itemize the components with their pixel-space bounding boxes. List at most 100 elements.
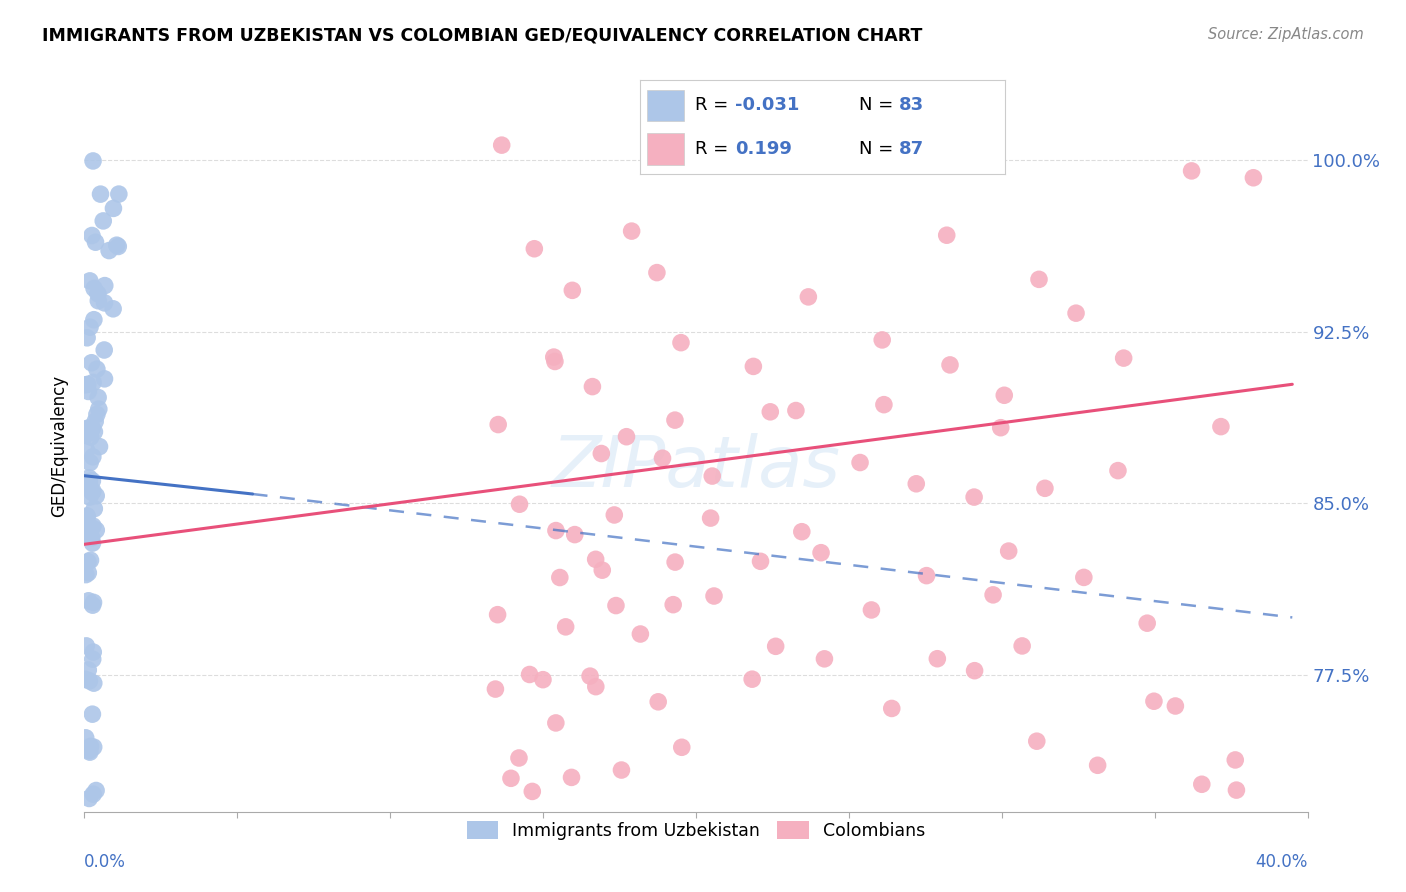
Point bbox=[87, 391, 110, 405]
Point bbox=[585, 552, 607, 566]
Point bbox=[107, 239, 129, 253]
Point bbox=[105, 238, 128, 252]
Point bbox=[993, 388, 1015, 402]
Point bbox=[80, 531, 103, 545]
Bar bbox=[647, 133, 683, 164]
Point bbox=[89, 187, 111, 202]
Point bbox=[76, 377, 98, 392]
Point bbox=[1073, 570, 1095, 584]
Y-axis label: GED/Equivalency: GED/Equivalency bbox=[51, 375, 69, 517]
Point bbox=[1028, 272, 1050, 286]
Point bbox=[543, 350, 565, 364]
Point bbox=[915, 568, 938, 582]
Point bbox=[77, 471, 100, 485]
Point bbox=[93, 343, 115, 357]
Point bbox=[83, 501, 105, 516]
Point bbox=[508, 751, 530, 765]
Text: N =: N = bbox=[859, 140, 898, 158]
Point bbox=[82, 519, 104, 533]
Point bbox=[82, 787, 104, 801]
Point bbox=[963, 490, 986, 504]
Point bbox=[1107, 464, 1129, 478]
Point bbox=[620, 224, 643, 238]
Point bbox=[79, 739, 101, 754]
Point bbox=[84, 235, 107, 250]
Point bbox=[486, 417, 509, 432]
Point bbox=[75, 639, 97, 653]
Point bbox=[860, 603, 883, 617]
Point bbox=[87, 286, 110, 301]
Point bbox=[790, 524, 813, 539]
Point bbox=[82, 376, 104, 390]
Point bbox=[759, 405, 782, 419]
Text: 0.199: 0.199 bbox=[735, 140, 792, 158]
Point bbox=[77, 791, 100, 805]
Point bbox=[79, 490, 101, 504]
Point bbox=[616, 430, 638, 444]
Point bbox=[1209, 419, 1232, 434]
Point bbox=[1033, 481, 1056, 495]
Point bbox=[797, 290, 820, 304]
Point bbox=[935, 228, 957, 243]
Point bbox=[73, 672, 96, 686]
Point bbox=[77, 555, 100, 569]
Point bbox=[813, 652, 835, 666]
Point bbox=[810, 546, 832, 560]
Point bbox=[564, 527, 586, 541]
Point bbox=[628, 627, 651, 641]
Point bbox=[83, 740, 105, 755]
Point bbox=[561, 283, 583, 297]
Point bbox=[84, 414, 107, 428]
Text: R =: R = bbox=[695, 96, 734, 114]
Point bbox=[1011, 639, 1033, 653]
Point bbox=[79, 673, 101, 688]
Point bbox=[76, 443, 98, 458]
Point bbox=[82, 421, 104, 435]
Point bbox=[77, 744, 100, 758]
Point bbox=[765, 640, 787, 654]
Point bbox=[880, 701, 903, 715]
Point bbox=[647, 695, 669, 709]
Point bbox=[1164, 698, 1187, 713]
Point bbox=[79, 553, 101, 567]
Point bbox=[73, 377, 96, 392]
Text: R =: R = bbox=[695, 140, 740, 158]
Point bbox=[499, 772, 522, 786]
Point bbox=[84, 489, 107, 503]
Point bbox=[873, 398, 896, 412]
Point bbox=[103, 202, 125, 216]
Point bbox=[1143, 694, 1166, 708]
Point bbox=[84, 783, 107, 797]
Point bbox=[79, 475, 101, 489]
Point bbox=[645, 266, 668, 280]
Point bbox=[98, 244, 121, 258]
Point bbox=[741, 672, 763, 686]
Point bbox=[1025, 734, 1047, 748]
Point bbox=[84, 523, 107, 537]
Point bbox=[1225, 753, 1247, 767]
Point bbox=[82, 474, 104, 488]
Text: 40.0%: 40.0% bbox=[1256, 853, 1308, 871]
Point bbox=[83, 425, 105, 439]
Point bbox=[80, 520, 103, 534]
Point bbox=[76, 509, 98, 524]
Point bbox=[702, 469, 724, 483]
Point bbox=[75, 529, 97, 543]
Point bbox=[591, 446, 613, 460]
Point bbox=[491, 138, 513, 153]
Point bbox=[544, 715, 567, 730]
Point bbox=[544, 354, 567, 368]
Point bbox=[82, 153, 104, 168]
Point bbox=[75, 731, 97, 745]
Point bbox=[508, 497, 530, 511]
Point bbox=[77, 663, 100, 677]
Point bbox=[523, 242, 546, 256]
Point bbox=[671, 740, 693, 755]
Point bbox=[83, 281, 105, 295]
Point bbox=[939, 358, 962, 372]
Text: 87: 87 bbox=[900, 140, 924, 158]
Point bbox=[79, 745, 101, 759]
Point bbox=[1191, 777, 1213, 791]
Point bbox=[990, 420, 1012, 434]
Point bbox=[83, 676, 105, 690]
